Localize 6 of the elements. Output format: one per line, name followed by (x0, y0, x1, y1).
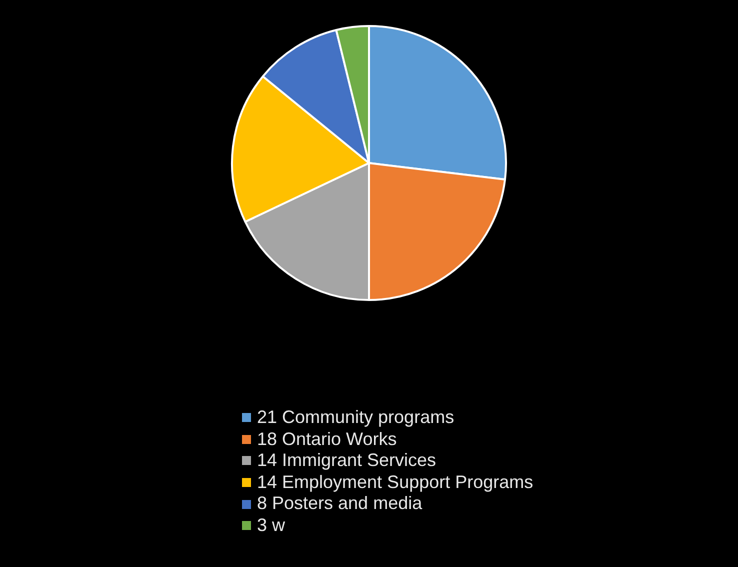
legend-label: 3 w (257, 514, 286, 537)
legend-label: 14 Employment Support Programs (257, 472, 534, 494)
legend-label: 18 Ontario Works (257, 428, 397, 450)
legend-label: 8 Posters and media (257, 493, 422, 515)
legend-label: 14 Immigrant Services (257, 450, 436, 472)
legend-label: 21 Community programs (257, 407, 454, 429)
